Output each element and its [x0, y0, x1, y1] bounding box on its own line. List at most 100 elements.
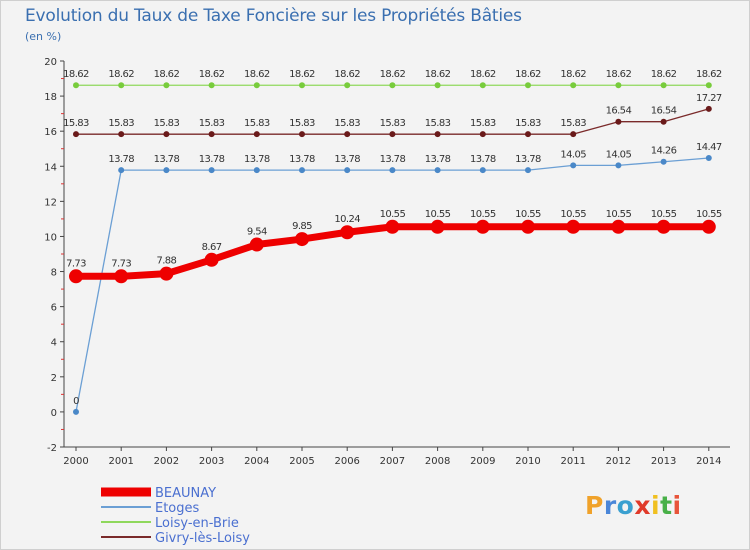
- x-tick-label: 2004: [244, 456, 269, 467]
- data-label: 15.83: [108, 118, 134, 129]
- x-tick-label: 2007: [380, 456, 405, 467]
- data-point: [385, 219, 400, 234]
- data-label: 18.62: [108, 69, 134, 80]
- data-label: 15.83: [334, 118, 360, 129]
- data-point: [475, 219, 490, 234]
- y-tick-label: 10: [44, 232, 57, 243]
- data-label: 16.54: [606, 106, 632, 117]
- data-point: [525, 131, 531, 138]
- data-label: 13.78: [199, 154, 225, 165]
- data-point: [705, 82, 712, 89]
- data-point: [570, 82, 577, 89]
- data-point: [615, 118, 622, 125]
- data-point: [163, 131, 170, 138]
- data-point: [615, 82, 622, 89]
- data-label: 13.78: [515, 154, 541, 165]
- data-point: [73, 131, 79, 138]
- x-tick-label: 2009: [470, 456, 495, 467]
- data-label: 10.55: [470, 209, 496, 220]
- data-point: [299, 82, 305, 89]
- data-label: 7.73: [111, 258, 131, 269]
- x-tick-label: 2001: [108, 456, 133, 467]
- x-tick-label: 2000: [63, 456, 88, 467]
- data-point: [434, 131, 441, 138]
- data-point: [701, 219, 716, 234]
- y-tick-label: 12: [44, 197, 57, 208]
- x-tick-label: 2010: [515, 456, 540, 467]
- data-label: 15.83: [560, 118, 586, 129]
- y-tick-label: 0: [51, 408, 57, 419]
- data-point: [430, 219, 445, 234]
- data-point: [434, 167, 441, 174]
- data-point: [705, 105, 712, 112]
- x-tick-label: 2011: [560, 456, 585, 467]
- logo-letter: P: [585, 491, 604, 520]
- data-label: 10.55: [696, 209, 722, 220]
- logo-letter: i: [672, 491, 682, 520]
- proxiti-logo: Proxiti: [585, 491, 682, 520]
- data-label: 13.78: [425, 154, 451, 165]
- data-label: 15.83: [154, 118, 180, 129]
- x-tick-label: 2002: [154, 456, 179, 467]
- data-point: [208, 167, 215, 174]
- y-tick-label: 6: [51, 303, 57, 314]
- data-label: 18.62: [696, 69, 722, 80]
- y-tick-label: 8: [51, 268, 57, 279]
- data-label: 18.62: [380, 69, 406, 80]
- data-point: [118, 82, 125, 89]
- data-label: 7.73: [66, 258, 86, 269]
- data-label: 10.24: [334, 214, 360, 225]
- data-label: 18.62: [334, 69, 360, 80]
- data-label: 15.83: [425, 118, 451, 129]
- data-label: 13.78: [334, 154, 360, 165]
- data-label: 18.62: [560, 69, 586, 80]
- y-tick-label: -2: [47, 443, 57, 454]
- data-label: 18.62: [289, 69, 315, 80]
- data-point: [525, 167, 531, 174]
- x-tick-label: 2008: [425, 456, 450, 467]
- data-point: [295, 232, 309, 247]
- data-label: 0: [73, 396, 79, 407]
- data-point: [389, 82, 396, 89]
- data-label: 10.55: [560, 209, 586, 220]
- data-point: [344, 131, 351, 138]
- data-point: [570, 162, 577, 169]
- x-tick-label: 2003: [199, 456, 224, 467]
- data-point: [344, 82, 351, 89]
- data-point: [299, 167, 305, 174]
- data-point: [525, 82, 531, 89]
- data-label: 15.83: [63, 118, 89, 129]
- data-point: [340, 225, 355, 240]
- data-point: [163, 82, 170, 89]
- data-point: [73, 408, 79, 415]
- data-point: [344, 167, 351, 174]
- data-label: 15.83: [289, 118, 315, 129]
- x-tick-label: 2014: [696, 456, 721, 467]
- legend-label: Loisy-en-Brie: [155, 516, 239, 531]
- data-label: 10.55: [380, 209, 406, 220]
- logo-letter: o: [616, 491, 635, 520]
- data-label: 18.62: [244, 69, 270, 80]
- data-point: [705, 155, 712, 162]
- data-point: [656, 219, 671, 234]
- legend-label: BEAUNAY: [155, 486, 216, 501]
- data-label: 10.55: [606, 209, 632, 220]
- data-point: [163, 167, 170, 174]
- data-label: 18.62: [470, 69, 496, 80]
- data-label: 9.54: [247, 227, 267, 238]
- data-label: 18.62: [199, 69, 225, 80]
- logo-letter: t: [660, 491, 673, 520]
- data-label: 13.78: [289, 154, 315, 165]
- data-label: 13.78: [470, 154, 496, 165]
- data-label: 18.62: [63, 69, 89, 80]
- data-label: 18.62: [651, 69, 677, 80]
- data-label: 13.78: [380, 154, 406, 165]
- data-label: 10.55: [515, 209, 541, 220]
- data-label: 10.55: [651, 209, 677, 220]
- data-point: [521, 219, 535, 234]
- data-label: 7.88: [156, 256, 176, 267]
- data-point: [434, 82, 441, 89]
- y-tick-label: 16: [44, 127, 57, 138]
- x-tick-label: 2013: [651, 456, 676, 467]
